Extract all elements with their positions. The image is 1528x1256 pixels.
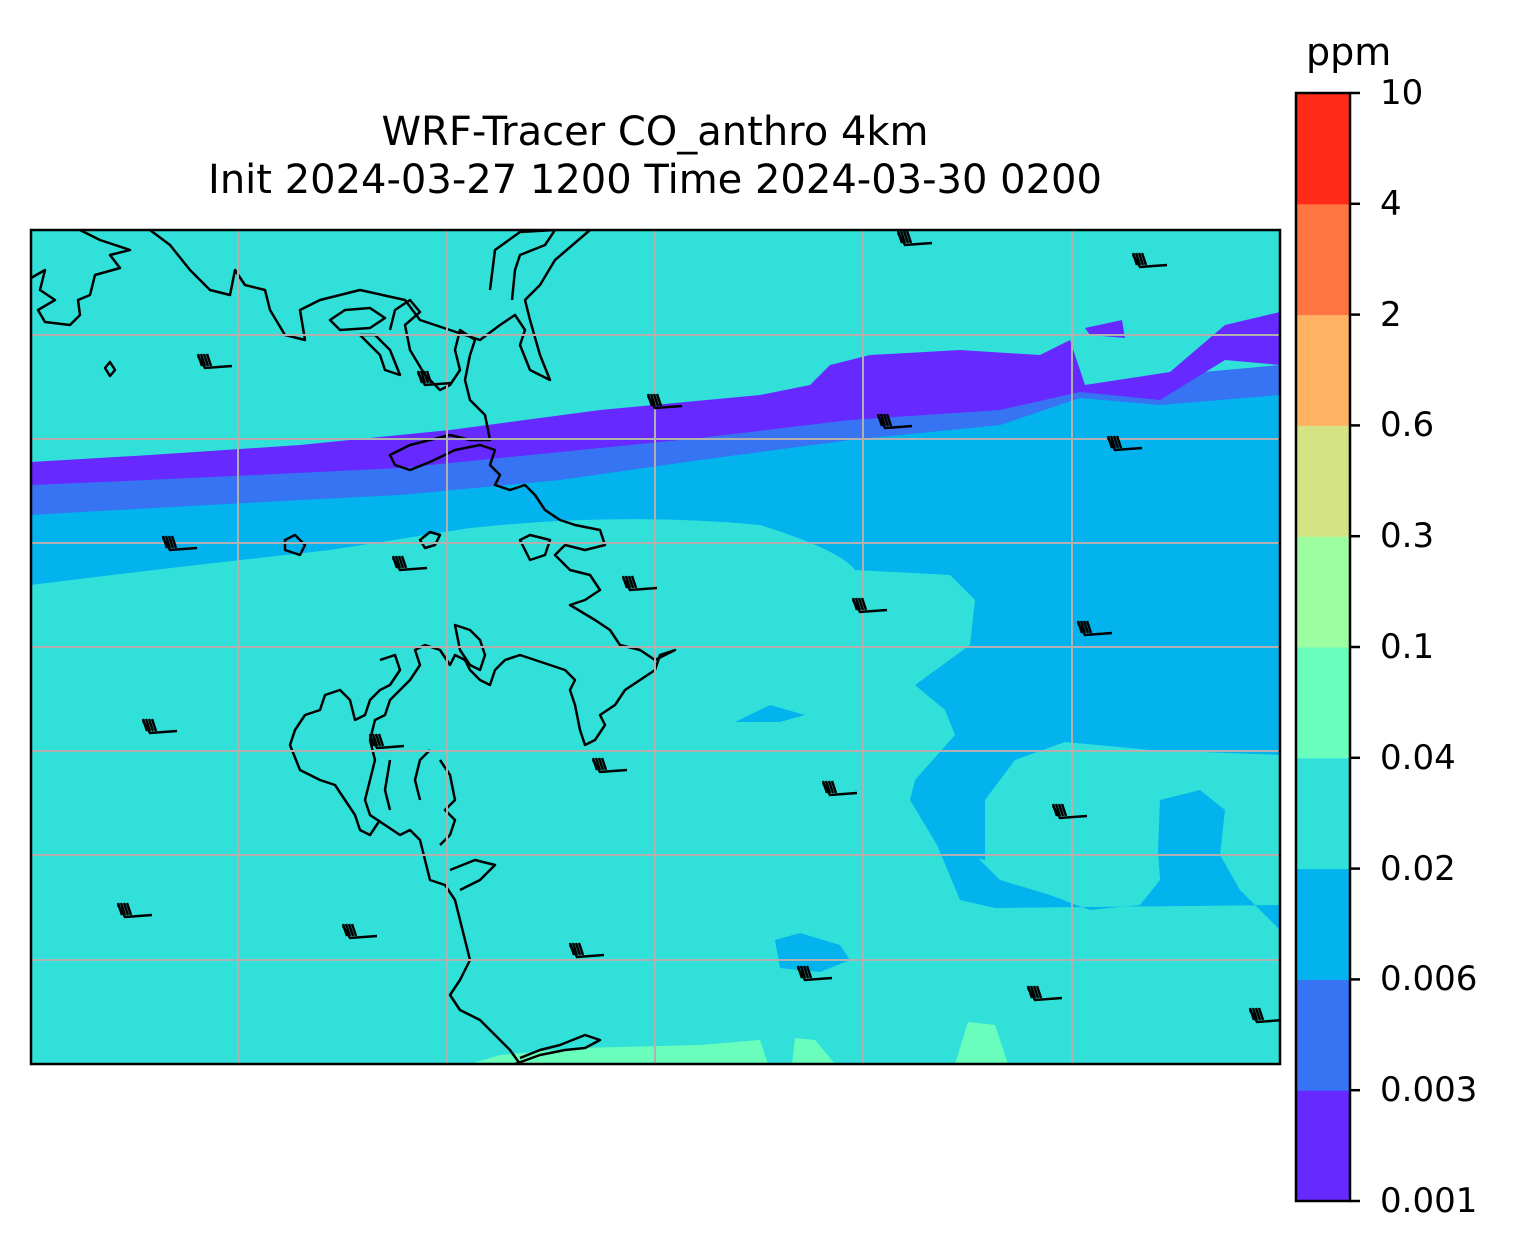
wind-barb-icon <box>196 353 233 370</box>
wind-barb-icon <box>368 733 405 750</box>
colorbar-tick-label: 2 <box>1380 294 1402 335</box>
contour-blob-0.001-0.003 <box>1085 320 1125 338</box>
wind-barb-icon <box>851 597 888 614</box>
wind-barb-icon <box>646 393 683 410</box>
wind-barb-icon <box>161 535 198 552</box>
contour-band-0.001-0.003 <box>31 312 1280 485</box>
contour-band-0.04-0.1 <box>470 1040 768 1064</box>
wind-barb-icon <box>1076 620 1113 637</box>
wind-barb-icon <box>416 370 453 387</box>
colorbar-tick-label: 0.006 <box>1380 959 1478 1000</box>
wind-barb-icon <box>116 902 153 919</box>
gridlines <box>31 230 1280 1064</box>
map-frame <box>29 228 1282 1066</box>
colorbar-tick-label: 0.02 <box>1380 848 1456 889</box>
wind-barb-icon <box>391 555 428 572</box>
wind-barb-icon <box>1131 252 1168 269</box>
wind-barb-icon <box>796 965 833 982</box>
colorbar-units: ppm <box>1306 30 1392 74</box>
wind-barb-icon <box>1106 435 1143 452</box>
colorbar-tick-label: 10 <box>1380 73 1424 113</box>
wind-barb-icon <box>341 923 378 940</box>
wind-barb-icon <box>896 230 933 247</box>
colorbar-tick-label: 0.1 <box>1380 627 1435 667</box>
wind-barb-icon <box>821 780 858 797</box>
colorbar-tick-label: 4 <box>1380 183 1402 224</box>
title-line-2: Init 2024-03-27 1200 Time 2024-03-30 020… <box>208 157 1102 203</box>
wind-barb-icon <box>141 718 178 735</box>
wind-barb-icon <box>621 575 658 592</box>
contour-band-0.04-0.1-c <box>955 1022 1008 1064</box>
colorbar-tick-label: 0.04 <box>1380 737 1456 778</box>
wind-barb-icon <box>1248 1007 1280 1024</box>
colorbar-tick-label: 0.6 <box>1380 405 1435 446</box>
wind-barb-icon <box>568 942 605 959</box>
title-line-1: WRF-Tracer CO_anthro 4km <box>381 109 929 155</box>
contour-blob-0.006-0.02-south <box>775 933 850 972</box>
chart-title: WRF-Tracer CO_anthro 4km Init 2024-03-27… <box>30 108 1280 204</box>
contour-blob-0.006-0.02 <box>735 705 805 722</box>
colorbar-tick-label: 0.003 <box>1380 1070 1478 1111</box>
wind-barb-icon <box>1051 803 1088 820</box>
map-area <box>31 230 1280 1064</box>
contour-band-0.04-0.1-b <box>792 1038 835 1064</box>
wind-barb-icon <box>591 757 628 774</box>
wind-barbs <box>116 230 1280 1024</box>
wind-barb-icon <box>876 413 913 430</box>
colorbar-tick-label: 0.3 <box>1380 516 1435 557</box>
contour-band-0.006-0.02 <box>31 390 1280 930</box>
colorbar-tick-label: 0.001 <box>1380 1181 1478 1221</box>
wind-barb-icon <box>1026 985 1063 1002</box>
